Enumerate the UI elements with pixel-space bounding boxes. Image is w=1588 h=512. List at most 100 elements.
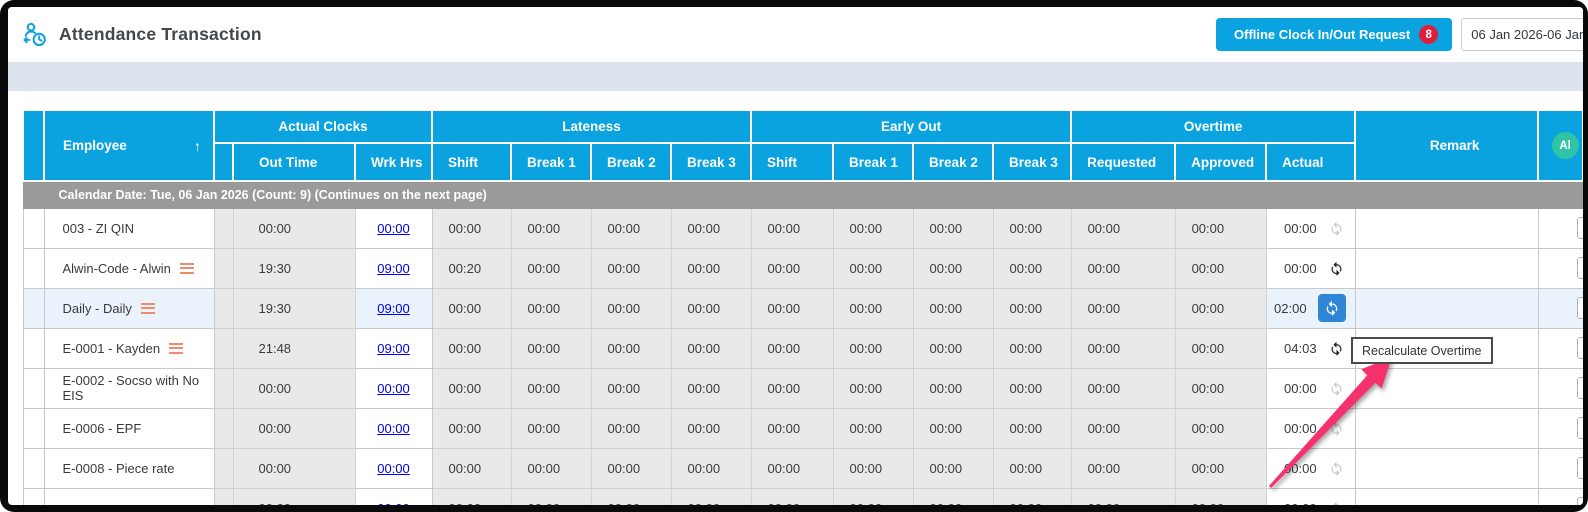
- row-action-button[interactable]: [1576, 297, 1583, 319]
- ot-requested-cell: 00:00: [1070, 287, 1176, 329]
- ot-approved-cell: 00:00: [1174, 407, 1267, 449]
- recalculate-overtime-button[interactable]: [1328, 219, 1346, 237]
- recalculate-overtime-button[interactable]: [1317, 294, 1346, 322]
- spacer-cell: [213, 407, 234, 449]
- table-row: E-0008 - Piece rate 00:00 00:00 00:00 00…: [22, 447, 1583, 489]
- column-header-earlyout-break3: Break 3: [992, 142, 1073, 182]
- row-action-button[interactable]: [1576, 377, 1583, 399]
- wrk-hrs-link[interactable]: 00:00: [377, 501, 410, 506]
- lateness-break3-cell: 00:00: [670, 207, 752, 249]
- wrk-hrs-cell: 00:00: [354, 207, 433, 249]
- column-header-spacer: [213, 142, 234, 182]
- ot-requested-cell: 00:00: [1070, 447, 1176, 489]
- ot-approved-cell: 00:00: [1174, 327, 1267, 369]
- ot-actual-cell: 00:00: [1265, 487, 1356, 505]
- employee-name: Daily - Daily: [62, 300, 132, 316]
- wrk-hrs-link[interactable]: 00:00: [377, 380, 410, 396]
- out-time-cell: 00:00: [232, 487, 356, 505]
- employee-name: E-0008 - Piece rate: [62, 460, 175, 476]
- offline-clock-request-label: Offline Clock In/Out Request: [1234, 27, 1411, 42]
- lateness-break2-cell: 00:00: [590, 447, 672, 489]
- earlyout-break1-cell: 00:00: [832, 327, 914, 369]
- lateness-break2-cell: 00:00: [590, 287, 672, 329]
- all-filter-badge[interactable]: Al: [1551, 132, 1579, 159]
- spacer-cell: [213, 207, 234, 249]
- employee-name: E-0001 - Kayden: [62, 340, 161, 356]
- offline-clock-request-button[interactable]: Offline Clock In/Out Request 8: [1216, 18, 1453, 51]
- sync-icon: [1331, 261, 1342, 276]
- recalculate-overtime-button[interactable]: [1328, 499, 1346, 505]
- ot-actual-cell: 04:03: [1265, 327, 1356, 369]
- column-group-lateness: Lateness: [431, 109, 753, 144]
- date-range-input[interactable]: [1461, 18, 1583, 51]
- recalculate-overtime-button[interactable]: [1328, 459, 1346, 477]
- wrk-hrs-link[interactable]: 00:00: [377, 220, 410, 236]
- lateness-break1-cell: 00:00: [510, 447, 592, 489]
- row-select-cell: [22, 327, 45, 369]
- earlyout-break2-cell: 00:00: [912, 327, 994, 369]
- row-action-button[interactable]: [1576, 337, 1583, 359]
- lateness-shift-cell: 00:00: [431, 207, 512, 249]
- sync-icon: [1331, 461, 1342, 476]
- wrk-hrs-link[interactable]: 00:00: [377, 460, 410, 476]
- ot-actual-value: 00:00: [1284, 220, 1317, 236]
- ot-approved-cell: 00:00: [1174, 207, 1267, 249]
- employee-cell: E-0002 - Socso with No EIS: [43, 367, 215, 409]
- earlyout-break1-cell: 00:00: [832, 207, 914, 249]
- wrk-hrs-link[interactable]: 09:00: [377, 260, 410, 276]
- row-action-button[interactable]: [1576, 457, 1583, 479]
- sync-icon: [1333, 501, 1341, 505]
- column-header-employee[interactable]: Employee ↑: [43, 109, 215, 182]
- ot-actual-value: 00:00: [1284, 460, 1317, 476]
- title-bar-actions: Offline Clock In/Out Request 8: [1216, 18, 1583, 51]
- ot-requested-cell: 00:00: [1070, 367, 1176, 409]
- app-window: Attendance Transaction Offline Clock In/…: [8, 7, 1583, 505]
- row-edge-cell: [1537, 207, 1583, 249]
- recalculate-overtime-button[interactable]: [1328, 259, 1346, 277]
- recalculate-overtime-tooltip: Recalculate Overtime: [1351, 337, 1493, 364]
- wrk-hrs-link[interactable]: 09:00: [377, 300, 410, 316]
- employee-cell: 003 - ZI QIN: [43, 207, 215, 249]
- lateness-break1-cell: 00:00: [510, 367, 592, 409]
- lateness-break2-cell: 00:00: [590, 327, 672, 369]
- ot-actual-cell: 00:00: [1265, 367, 1356, 409]
- wrk-hrs-link[interactable]: 09:00: [377, 340, 410, 356]
- recalculate-overtime-button[interactable]: [1328, 419, 1346, 437]
- table-row: E-0002 - Socso with No EIS 00:00 00:00 0…: [22, 367, 1583, 409]
- remark-cell: [1354, 407, 1539, 449]
- ot-actual-cell: 00:00: [1265, 247, 1356, 289]
- remark-cell: [1354, 207, 1539, 249]
- earlyout-break2-cell: 00:00: [912, 287, 994, 329]
- ot-actual-value: 04:03: [1284, 340, 1317, 356]
- ot-requested-cell: 00:00: [1070, 327, 1176, 369]
- recalculate-overtime-button[interactable]: [1328, 379, 1346, 397]
- earlyout-break1-cell: 00:00: [832, 487, 914, 505]
- row-action-button[interactable]: [1576, 257, 1583, 279]
- wrk-hrs-link[interactable]: 00:00: [377, 420, 410, 436]
- hamburger-menu-icon[interactable]: [169, 342, 184, 354]
- spacer-cell: [213, 327, 234, 369]
- row-edge-cell: [1537, 407, 1583, 449]
- recalculate-overtime-button[interactable]: [1328, 339, 1346, 357]
- row-action-button[interactable]: [1576, 217, 1583, 239]
- table-row: Alwin-Code - Alwin 19:30 09:00 00:20 00:…: [22, 247, 1583, 289]
- ot-approved-cell: 00:00: [1174, 487, 1267, 505]
- person-clock-sync-icon: [21, 21, 48, 48]
- ot-approved-cell: 00:00: [1174, 447, 1267, 489]
- offline-request-count-badge: 8: [1419, 25, 1439, 44]
- out-time-cell: 00:00: [232, 367, 356, 409]
- hamburger-menu-icon[interactable]: [140, 302, 155, 314]
- row-action-button[interactable]: [1576, 497, 1583, 505]
- row-edge-cell: [1537, 447, 1583, 489]
- earlyout-shift-cell: 00:00: [750, 207, 834, 249]
- row-action-button[interactable]: [1576, 417, 1583, 439]
- sort-ascending-icon[interactable]: ↑: [194, 137, 201, 154]
- column-group-overtime: Overtime: [1070, 109, 1357, 144]
- column-header-lateness-break3: Break 3: [670, 142, 753, 182]
- ot-actual-cell: 02:00: [1265, 287, 1356, 329]
- employee-cell: Alwin-Code - Alwin: [43, 247, 215, 289]
- hamburger-menu-icon[interactable]: [179, 262, 194, 274]
- earlyout-shift-cell: 00:00: [750, 247, 834, 289]
- select-column-header: [22, 109, 45, 182]
